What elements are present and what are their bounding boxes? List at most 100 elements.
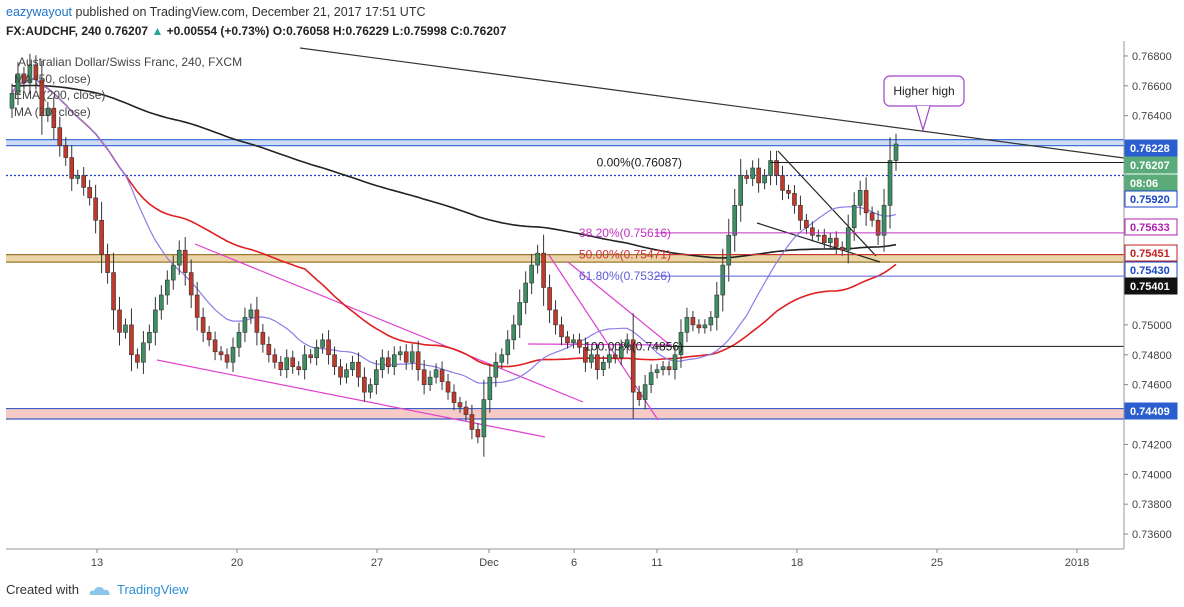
candle-up — [816, 234, 821, 237]
candle-up — [726, 234, 732, 266]
candle-up — [827, 237, 833, 244]
legend-title: Australian Dollar/Swiss Franc, 240, FXCM — [18, 55, 242, 69]
fib-level-label: 50.00%(0.75471) — [579, 248, 671, 262]
candle-down — [696, 324, 702, 329]
candle-down — [308, 354, 313, 359]
price-tick-label: 0.76400 — [1132, 111, 1172, 123]
candle-up — [397, 351, 403, 356]
candle-down — [338, 366, 343, 378]
candle-up — [708, 317, 714, 326]
candle-up — [660, 366, 666, 371]
candle-up — [159, 294, 164, 311]
candle-down — [296, 366, 302, 371]
candle-down — [636, 391, 642, 400]
close-label: C: — [450, 24, 463, 38]
time-tick-label: 13 — [91, 557, 103, 569]
price-tick-label: 0.73600 — [1132, 529, 1172, 541]
indicator-legend[interactable]: Australian Dollar/Swiss Franc, 240, FXCM… — [14, 55, 242, 119]
candle-up — [499, 354, 505, 363]
symbol-label[interactable]: FX:AUDCHF, 240 — [6, 24, 102, 38]
price-tag — [1124, 156, 1178, 174]
candle-down — [863, 190, 869, 214]
candle-down — [212, 339, 218, 353]
price-tag-label: 0.75451 — [1130, 248, 1170, 260]
candle-down — [869, 212, 875, 221]
wedge-line-c — [567, 261, 671, 346]
candle-up — [517, 302, 523, 326]
ema200-line — [11, 84, 897, 259]
candle-down — [451, 391, 457, 403]
candle-up — [284, 357, 290, 371]
legend-item-ma20[interactable]: MA (20, close) — [14, 105, 91, 119]
price-tick-label: 0.74200 — [1132, 439, 1172, 451]
candle-down — [63, 145, 69, 158]
candle-down — [822, 234, 827, 244]
price-tag-label: 0.75633 — [1130, 222, 1170, 234]
footer: Created with TradingView — [6, 582, 189, 597]
annotation-callout[interactable]: Higher high — [883, 75, 965, 133]
candle-down — [182, 249, 188, 273]
price-tag-label: 0.76228 — [1130, 143, 1170, 155]
time-tick-label: 27 — [371, 557, 383, 569]
legend-item-ma50[interactable]: MA (50, close) — [14, 72, 91, 86]
candle-up — [75, 175, 81, 179]
candle-up — [230, 346, 236, 363]
candle-up — [648, 372, 654, 385]
candle-up — [409, 351, 415, 363]
last-price: 0.76207 — [104, 24, 149, 38]
candle-up — [487, 376, 493, 400]
candle-up — [368, 384, 373, 393]
price-tag-label: 0.76207 — [1130, 160, 1170, 172]
candle-up — [720, 264, 726, 296]
price-tick-label: 0.73800 — [1132, 499, 1172, 511]
ma20-line — [11, 78, 897, 384]
candle-down — [218, 351, 224, 356]
candle-down — [81, 175, 86, 188]
candle-up — [123, 324, 128, 333]
price-tick-label: 0.76600 — [1132, 81, 1172, 93]
candle-down — [39, 79, 45, 117]
candle-up — [176, 249, 182, 266]
candle-up — [618, 346, 624, 359]
candle-down — [260, 332, 266, 345]
close-value: 0.76207 — [462, 24, 507, 38]
time-tick-label: 6 — [571, 557, 577, 569]
candlesticks[interactable] — [9, 53, 899, 457]
candle-up — [529, 264, 534, 284]
candle-down — [403, 351, 409, 363]
candle-down — [266, 344, 272, 356]
candle-up — [684, 317, 690, 333]
candle-down — [798, 205, 803, 221]
candle-up — [170, 264, 176, 281]
candle-down — [690, 317, 696, 326]
callout-text: Higher high — [893, 84, 954, 98]
author-link[interactable]: eazywayout — [6, 5, 73, 19]
candle-up — [153, 309, 158, 333]
tradingview-link[interactable]: TradingView — [117, 582, 189, 597]
candle-up — [9, 92, 15, 109]
low-label: L: — [392, 24, 404, 38]
candle-down — [57, 127, 63, 146]
fibonacci-retracement[interactable]: 0.00%(0.76087) 38.20%(0.75616) 50.00%(0.75… — [579, 155, 1124, 353]
candle-up — [302, 354, 307, 371]
candle-down — [224, 354, 230, 363]
legend-item-ema200[interactable]: EMA (200, close) — [14, 88, 105, 102]
candle-down — [780, 175, 785, 191]
candle-up — [845, 227, 851, 251]
ohlc-line: FX:AUDCHF, 240 0.76207 ▲ +0.00554 (+0.73… — [6, 24, 506, 38]
candle-down — [774, 160, 779, 176]
candle-down — [744, 175, 749, 179]
candle-up — [750, 167, 755, 179]
candle-down — [21, 73, 27, 84]
candle-up — [380, 357, 385, 371]
cloud-logo-icon — [89, 587, 110, 596]
candle-up — [427, 376, 433, 385]
candle-up — [350, 361, 355, 371]
price-change: +0.00554 (+0.73%) — [166, 24, 270, 38]
candle-down — [792, 193, 797, 206]
candle-up — [236, 332, 242, 348]
candle-up — [511, 324, 517, 341]
candle-down — [421, 369, 427, 385]
price-tag — [1124, 190, 1178, 208]
